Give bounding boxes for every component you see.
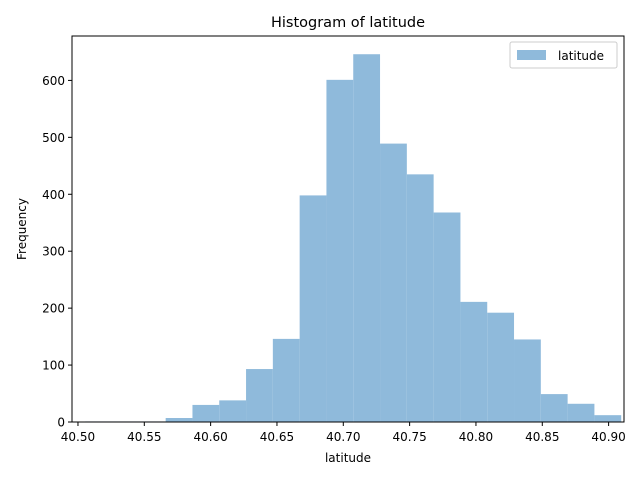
x-tick-label: 40.60 (193, 430, 227, 444)
x-tick-label: 40.85 (525, 430, 559, 444)
histogram-bar (567, 403, 595, 422)
histogram-bar (246, 369, 273, 422)
histogram-bar (540, 394, 568, 422)
y-tick-label: 100 (42, 359, 65, 373)
y-tick-label: 600 (42, 74, 65, 88)
histogram-bar (433, 212, 461, 422)
histogram-bar (380, 143, 407, 422)
histogram-bar (192, 404, 220, 422)
histogram-bar (353, 54, 381, 422)
histogram-bar (299, 195, 327, 422)
histogram-bar (219, 400, 247, 422)
y-tick-label: 200 (42, 302, 65, 316)
y-axis-ticks: 0 100 200 300 400 500 600 (42, 74, 72, 430)
legend: latitude (509, 41, 618, 69)
x-tick-label: 40.70 (326, 430, 360, 444)
plot-frame (71, 35, 625, 423)
x-axis-ticks: 40.50 40.55 40.60 40.65 40.70 40.75 40.80 40.85… (61, 422, 626, 444)
y-tick-label: 400 (42, 188, 65, 202)
chart-title: Histogram of latitude (271, 15, 425, 31)
x-tick-label: 40.80 (459, 430, 493, 444)
histogram-bar (514, 339, 541, 422)
y-tick-label: 300 (42, 245, 65, 259)
histogram-bar (594, 415, 622, 422)
x-tick-label: 40.75 (392, 430, 426, 444)
x-tick-label: 40.55 (127, 430, 161, 444)
y-tick-label: 500 (42, 131, 65, 145)
y-axis-label: Frequency (15, 198, 29, 260)
histogram-bar (460, 301, 488, 422)
bar-series (85, 54, 622, 422)
x-tick-label: 40.65 (260, 430, 294, 444)
legend-box (509, 41, 618, 69)
y-tick-label: 0 (57, 416, 65, 430)
histogram-bar (406, 174, 434, 422)
histogram-bar (165, 418, 193, 422)
histogram-bar (272, 338, 300, 422)
histogram-bar (326, 79, 354, 422)
x-tick-label: 40.90 (591, 430, 625, 444)
histogram-bar (487, 312, 515, 422)
x-axis-label: latitude (325, 451, 371, 465)
x-tick-label: 40.50 (61, 430, 95, 444)
legend-label: latitude (558, 49, 604, 63)
legend-swatch (517, 50, 546, 60)
